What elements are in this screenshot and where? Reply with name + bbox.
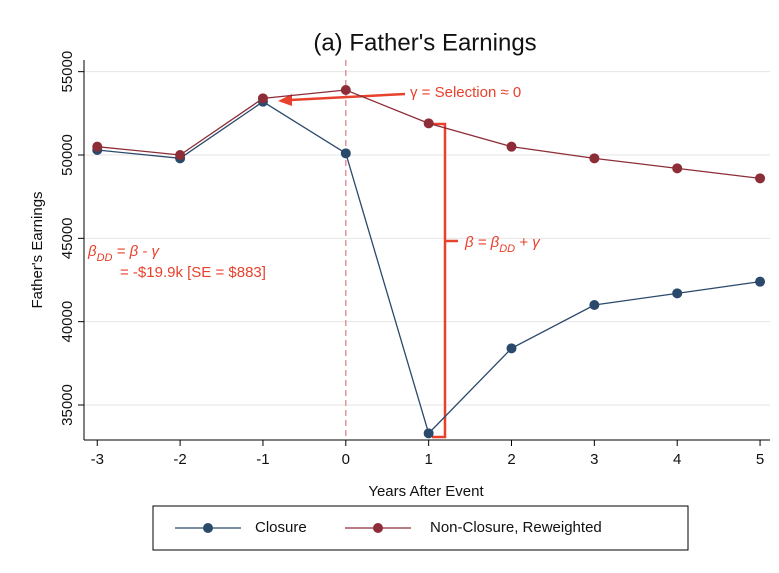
data-point bbox=[506, 343, 517, 354]
y-tick-label: 45000 bbox=[59, 217, 76, 259]
x-tick-label: -1 bbox=[256, 451, 269, 468]
annotation-bracket bbox=[432, 122, 458, 439]
y-axis-label: Father's Earnings bbox=[29, 191, 46, 308]
data-point bbox=[423, 428, 434, 439]
annotation-part: + γ bbox=[515, 234, 541, 251]
data-point bbox=[589, 153, 600, 164]
y-tick-label: 40000 bbox=[59, 301, 76, 343]
data-point bbox=[672, 163, 683, 174]
grid-layer bbox=[84, 60, 770, 440]
y-tick-label: 35000 bbox=[59, 384, 76, 426]
legend-marker bbox=[373, 523, 383, 533]
data-point bbox=[257, 93, 268, 104]
series-line bbox=[97, 89, 761, 179]
annotation-arrowhead bbox=[278, 94, 292, 106]
data-point bbox=[506, 141, 517, 152]
x-tick-label: 1 bbox=[424, 451, 432, 468]
selection-annotation: γ = Selection ≈ 0 bbox=[410, 84, 521, 101]
annotation-part: β = β bbox=[464, 234, 500, 251]
x-axis-label: Years After Event bbox=[368, 483, 484, 500]
x-tick-label: 2 bbox=[507, 451, 515, 468]
x-tick-label: 4 bbox=[673, 451, 681, 468]
data-point bbox=[423, 118, 434, 129]
annotation-part: = β - γ bbox=[112, 243, 160, 260]
x-tick-label: -3 bbox=[91, 451, 104, 468]
beta-dd-annotation: βDD = β - γ bbox=[87, 243, 160, 264]
annotation-subscript: DD bbox=[499, 243, 515, 255]
legend-label: Closure bbox=[255, 519, 307, 536]
x-tick-label: -2 bbox=[173, 451, 186, 468]
legend-label: Non-Closure, Reweighted bbox=[430, 519, 602, 536]
chart-title: (a) Father's Earnings bbox=[313, 29, 536, 56]
x-tick-label: 5 bbox=[756, 451, 764, 468]
estimate-annotation: = -$19.9k [SE = $883] bbox=[120, 264, 266, 281]
data-point bbox=[340, 85, 351, 95]
annotation-part: β bbox=[87, 243, 97, 260]
x-tick-label: 3 bbox=[590, 451, 598, 468]
data-point bbox=[589, 300, 600, 310]
legend-box bbox=[152, 505, 689, 551]
legend-marker bbox=[203, 523, 213, 533]
data-point bbox=[92, 141, 103, 152]
annotation-subscript: DD bbox=[97, 252, 113, 264]
data-point bbox=[755, 173, 766, 184]
data-point bbox=[755, 276, 766, 287]
data-point bbox=[340, 148, 351, 159]
y-tick-label: 50000 bbox=[59, 134, 76, 176]
x-tick-label: 0 bbox=[342, 451, 350, 468]
data-point bbox=[672, 288, 683, 299]
annotation-arrow bbox=[289, 92, 406, 102]
beta-annotation: β = βDD + γ bbox=[464, 234, 541, 255]
y-tick-label: 55000 bbox=[59, 51, 76, 93]
data-point bbox=[175, 150, 186, 160]
